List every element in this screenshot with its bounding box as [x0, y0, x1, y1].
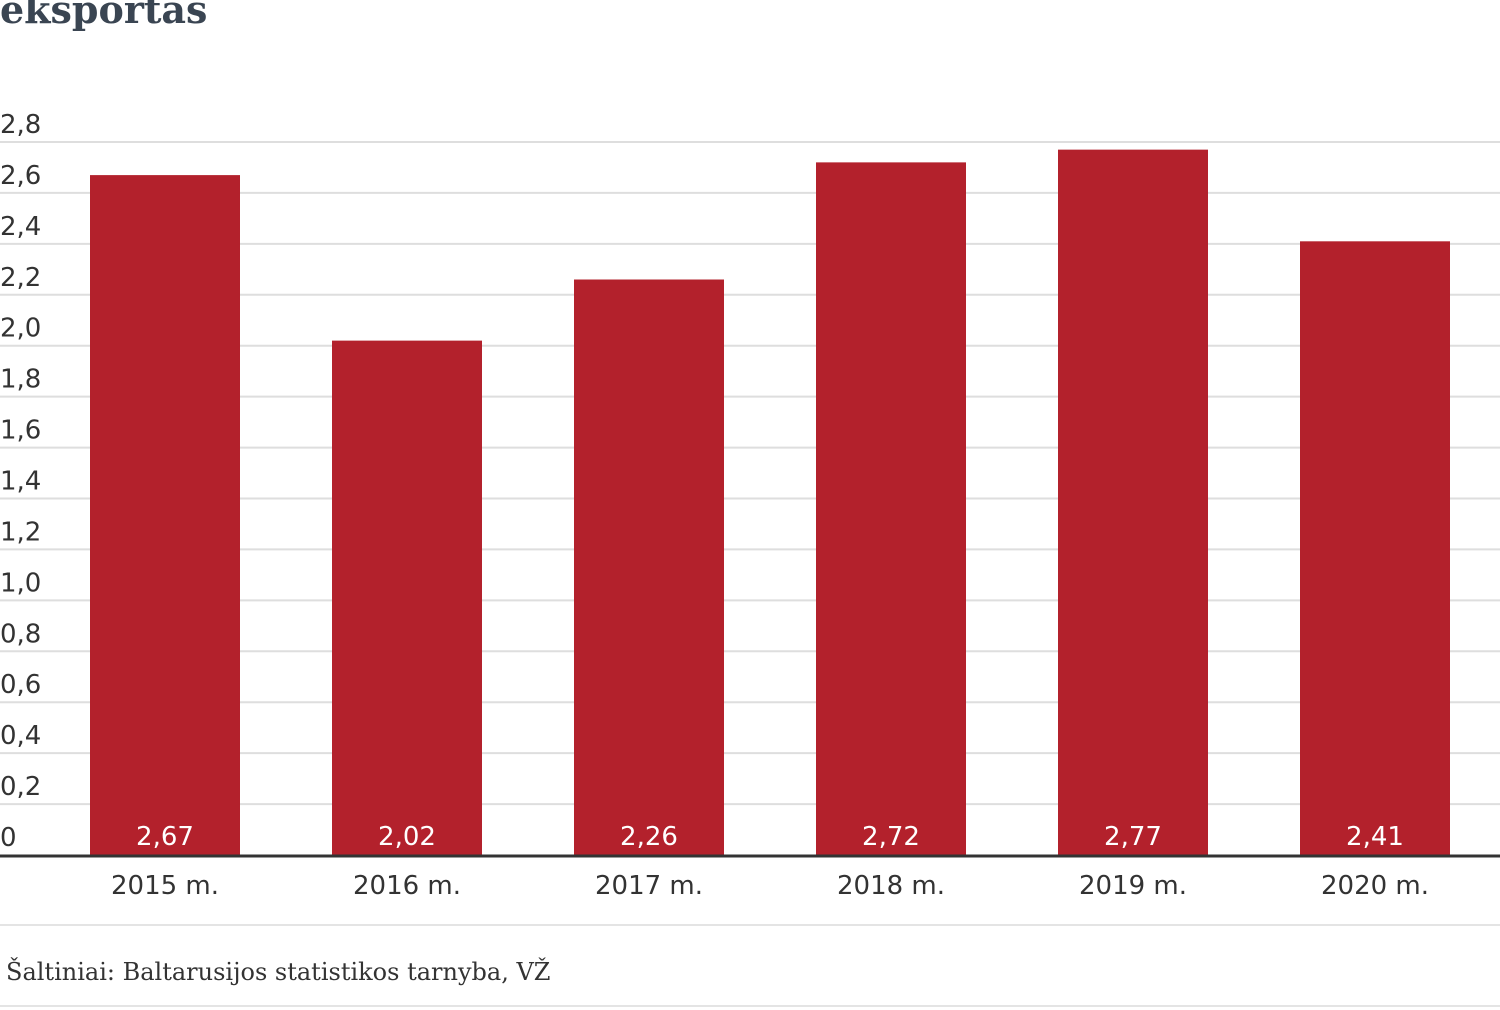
- footer-divider-top: [0, 924, 1500, 926]
- y-tick-label: 0,6: [0, 670, 41, 700]
- y-tick-label: 0,4: [0, 721, 41, 751]
- y-tick-label: 1,4: [0, 467, 41, 497]
- x-category-label: 2018 m.: [837, 871, 945, 901]
- x-category-label: 2016 m.: [353, 871, 461, 901]
- x-category-label: 2019 m.: [1079, 871, 1187, 901]
- x-category-label: 2015 m.: [111, 871, 219, 901]
- y-axis-tick-labels: 0 0,2 0,4 0,6 0,8 1,0 1,2 1,4 1,6 1,8 2,0 2,2 2,4 2,6…: [0, 110, 41, 853]
- y-tick-label: 2,2: [0, 263, 41, 293]
- grid-lines: [0, 141, 1500, 806]
- bar: [1300, 241, 1450, 855]
- bar-value-label: 2,77: [1104, 822, 1162, 852]
- bars: [90, 149, 1450, 855]
- y-tick-label: 0,8: [0, 619, 41, 649]
- y-tick-label: 1,8: [0, 365, 41, 395]
- y-tick-label: 2,4: [0, 212, 41, 242]
- bar-value-label: 2,02: [378, 822, 436, 852]
- bar-value-label: 2,72: [862, 822, 920, 852]
- source-note: Šaltiniai: Baltarusijos statistikos tarn…: [6, 958, 551, 986]
- y-tick-label: 0,2: [0, 772, 41, 802]
- x-axis-category-labels: 2015 m. 2016 m. 2017 m. 2018 m. 2019 m. 2020 …: [111, 871, 1429, 901]
- bar: [90, 175, 240, 855]
- chart-title: eksportas: [0, 0, 208, 32]
- bar: [816, 162, 966, 855]
- y-tick-label: 0: [0, 823, 17, 853]
- x-category-label: 2017 m.: [595, 871, 703, 901]
- y-tick-label: 1,2: [0, 517, 41, 547]
- bar-value-label: 2,26: [620, 822, 678, 852]
- bar-value-label: 2,41: [1346, 822, 1404, 852]
- y-tick-label: 1,6: [0, 416, 41, 446]
- y-tick-label: 1,0: [0, 568, 41, 598]
- bar-value-label: 2,67: [136, 822, 194, 852]
- y-tick-label: 2,0: [0, 314, 41, 344]
- y-tick-label: 2,8: [0, 110, 41, 140]
- bar-chart: 0 0,2 0,4 0,6 0,8 1,0 1,2 1,4 1,6 1,8 2,0 2,2 2,4 2,6…: [0, 110, 1500, 901]
- footer-divider-bottom: [0, 1005, 1500, 1007]
- bar: [1058, 149, 1208, 855]
- bar: [574, 279, 724, 855]
- y-tick-label: 2,6: [0, 161, 41, 191]
- x-category-label: 2020 m.: [1321, 871, 1429, 901]
- bar: [332, 340, 482, 855]
- value-labels: 2,67 2,02 2,26 2,72 2,77 2,41: [136, 822, 1404, 852]
